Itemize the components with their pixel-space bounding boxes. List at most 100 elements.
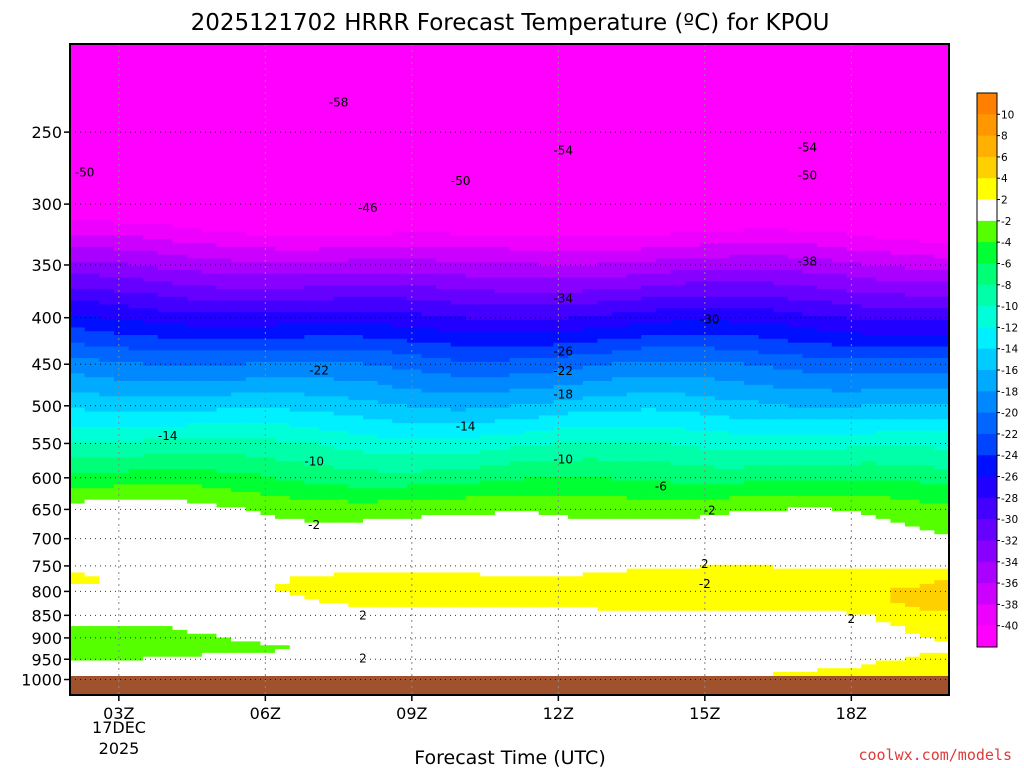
temperature-cell xyxy=(84,511,100,516)
temperature-cell xyxy=(157,201,174,206)
temperature-cell xyxy=(450,641,467,646)
temperature-cell xyxy=(231,277,247,283)
temperature-cell xyxy=(143,155,159,160)
temperature-cell xyxy=(421,449,437,455)
temperature-cell xyxy=(84,204,100,210)
temperature-cell xyxy=(392,216,408,221)
temperature-cell xyxy=(113,304,130,309)
temperature-cell xyxy=(450,323,467,328)
temperature-cell xyxy=(84,545,100,551)
temperature-cell xyxy=(436,231,452,237)
temperature-cell xyxy=(333,243,349,248)
temperature-cell xyxy=(377,358,393,363)
temperature-cell xyxy=(275,269,291,275)
temperature-cell xyxy=(436,273,452,279)
temperature-cell xyxy=(275,178,291,183)
temperature-cell xyxy=(436,354,452,359)
temperature-cell xyxy=(333,656,349,662)
temperature-cell xyxy=(289,63,305,68)
temperature-cell xyxy=(421,633,437,639)
temperature-cell xyxy=(113,281,130,286)
temperature-cell xyxy=(231,112,247,118)
temperature-cell xyxy=(319,449,335,455)
temperature-cell xyxy=(333,576,349,581)
temperature-cell xyxy=(333,614,349,620)
temperature-cell xyxy=(260,480,276,485)
temperature-cell xyxy=(319,388,335,394)
temperature-cell xyxy=(216,335,232,340)
temperature-cell xyxy=(275,484,291,489)
temperature-cell xyxy=(333,419,349,424)
temperature-cell xyxy=(289,580,305,585)
temperature-cell xyxy=(363,197,379,202)
temperature-cell xyxy=(480,380,496,386)
temperature-cell xyxy=(187,656,203,662)
temperature-cell xyxy=(465,557,481,562)
temperature-cell xyxy=(363,266,379,271)
temperature-cell xyxy=(406,112,423,118)
temperature-cell xyxy=(406,51,423,57)
temperature-cell xyxy=(421,178,437,183)
temperature-cell xyxy=(363,522,379,528)
temperature-cell xyxy=(201,327,218,332)
temperature-cell xyxy=(260,335,276,340)
temperature-cell xyxy=(319,289,335,294)
temperature-cell xyxy=(480,465,496,470)
temperature-cell xyxy=(231,587,247,593)
temperature-cell xyxy=(187,442,203,447)
temperature-cell xyxy=(113,645,130,650)
temperature-cell xyxy=(304,300,320,305)
temperature-cell xyxy=(84,338,100,344)
temperature-cell xyxy=(392,438,408,443)
temperature-cell xyxy=(304,423,320,428)
temperature-cell xyxy=(201,135,218,141)
temperature-cell xyxy=(245,315,262,321)
temperature-cell xyxy=(231,461,247,466)
temperature-cell xyxy=(494,59,511,64)
temperature-cell xyxy=(465,151,481,156)
temperature-cell xyxy=(172,55,188,60)
temperature-cell xyxy=(289,549,305,554)
temperature-cell xyxy=(172,645,188,650)
temperature-cell xyxy=(275,614,291,620)
temperature-cell xyxy=(187,449,203,455)
temperature-cell xyxy=(275,116,291,122)
temperature-cell xyxy=(231,105,247,110)
temperature-cell xyxy=(377,346,393,351)
temperature-cell xyxy=(348,373,364,378)
temperature-cell xyxy=(406,400,423,405)
temperature-cell xyxy=(245,166,262,171)
temperature-cell xyxy=(450,285,467,290)
temperature-cell xyxy=(289,338,305,344)
temperature-cell xyxy=(187,358,203,363)
temperature-cell xyxy=(201,109,218,114)
temperature-cell xyxy=(304,239,320,244)
temperature-cell xyxy=(406,105,423,110)
temperature-cell xyxy=(275,239,291,244)
temperature-cell xyxy=(201,86,218,91)
temperature-cell xyxy=(260,668,276,673)
temperature-cell xyxy=(319,426,335,432)
temperature-cell xyxy=(289,442,305,447)
temperature-cell xyxy=(84,668,100,673)
temperature-cell xyxy=(201,250,218,256)
temperature-cell xyxy=(377,637,393,642)
temperature-cell xyxy=(143,204,159,210)
temperature-cell xyxy=(260,522,276,528)
temperature-cell xyxy=(201,557,218,562)
temperature-cell xyxy=(450,400,467,405)
temperature-cell xyxy=(319,587,335,593)
temperature-cell xyxy=(421,216,437,221)
temperature-cell xyxy=(70,580,86,585)
temperature-cell xyxy=(406,453,423,459)
temperature-cell xyxy=(304,197,320,202)
temperature-cell xyxy=(304,151,320,156)
temperature-cell xyxy=(450,193,467,198)
temperature-cell xyxy=(304,583,320,589)
temperature-cell xyxy=(304,128,320,133)
temperature-cell xyxy=(172,82,188,87)
temperature-cell xyxy=(231,373,247,378)
temperature-cell xyxy=(143,419,159,424)
temperature-cell xyxy=(245,652,262,658)
temperature-cell xyxy=(363,419,379,424)
